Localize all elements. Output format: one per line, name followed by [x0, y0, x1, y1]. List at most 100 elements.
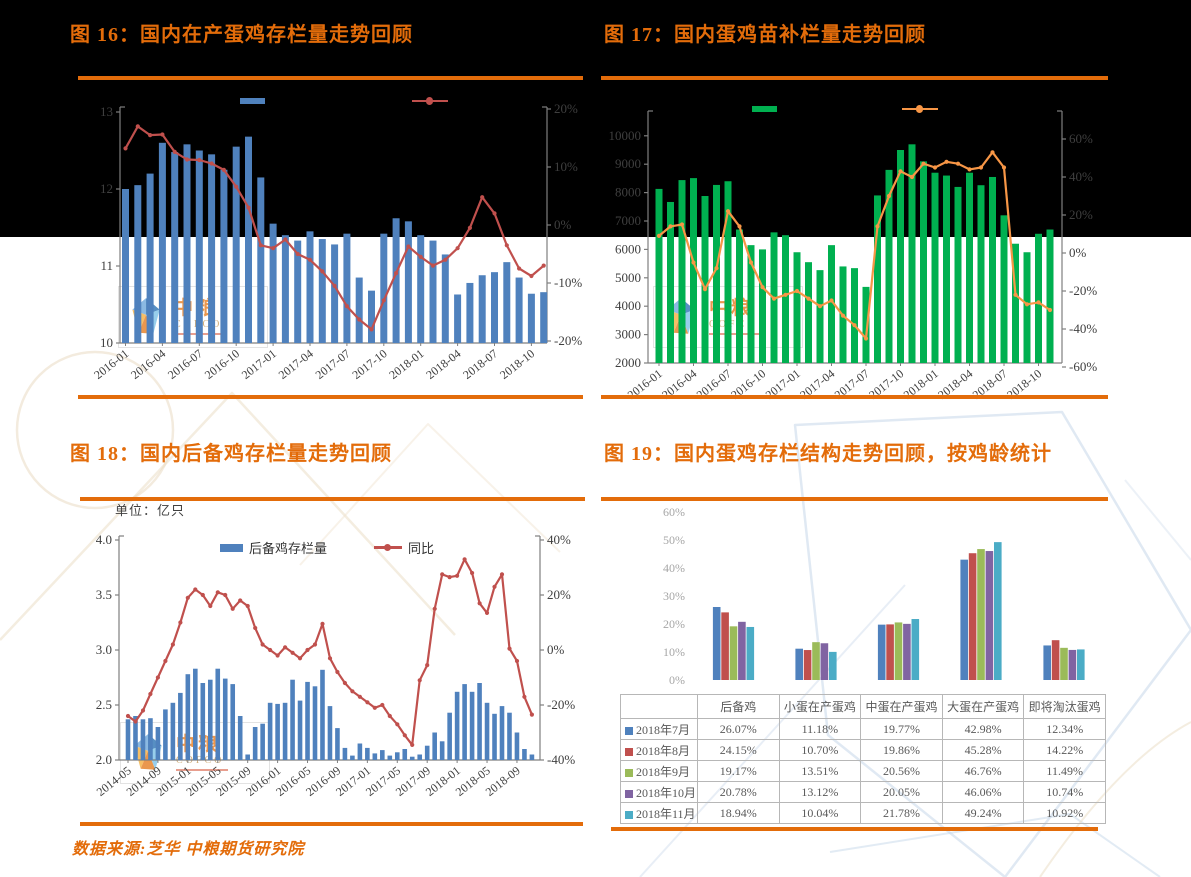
fig18-top-rule [80, 497, 585, 501]
y-tick-label: 20% [663, 617, 685, 631]
y-tick-label: 10% [663, 645, 685, 659]
y-tick-label: 30% [663, 589, 685, 603]
fig19-title: 图 19：国内蛋鸡存栏结构走势回顾，按鸡龄统计 [604, 443, 1052, 465]
bars [122, 136, 548, 343]
left-tick-label: 4000 [615, 298, 641, 313]
right-tick-label: 60% [1069, 131, 1093, 146]
x-tick-label: 2017-10 [350, 346, 390, 382]
fig17-top-rule [601, 76, 1108, 80]
fig17-bar-swatch [752, 106, 777, 112]
left-tick-label: 3.0 [96, 642, 112, 657]
series-2018年10月 [738, 551, 1077, 680]
fig16-top-rule [78, 76, 583, 80]
right-tick-label: 10% [554, 159, 578, 174]
fig17-line-marker [902, 105, 938, 113]
line-dots [125, 557, 534, 747]
x-tick-label: 2016-04 [128, 346, 168, 382]
x-tick-label: 2018-04 [423, 346, 463, 382]
left-tick-label: 10000 [609, 128, 642, 143]
right-tick-label: 20% [554, 101, 578, 116]
table-row-label: 2018年8月 [620, 739, 698, 761]
left-tick-label: 12 [100, 181, 113, 196]
bars [655, 144, 1054, 363]
series-color-swatch [625, 768, 633, 777]
x-tick-label: 2017-07 [313, 346, 353, 382]
table-column-header: 中蛋在产蛋鸡 [860, 694, 943, 719]
right-tick-label: 20% [1069, 207, 1093, 222]
table-cell: 24.15% [697, 739, 780, 761]
table-cell: 13.12% [778, 781, 862, 803]
cofco-brand-rule [709, 333, 761, 335]
bars [125, 668, 535, 760]
table-cell: 18.94% [697, 802, 780, 824]
right-tick-label: -20% [547, 697, 575, 712]
table-cell: 20.56% [860, 760, 943, 782]
fig16-legend-bar [240, 98, 265, 104]
left-tick-label: 3000 [615, 327, 641, 342]
right-tick-label: 20% [547, 587, 571, 602]
series-color-swatch [625, 789, 633, 798]
line-dots [656, 150, 1053, 341]
series-color-swatch [625, 810, 633, 819]
left-tick-label: 8000 [615, 185, 641, 200]
line-dots [123, 124, 546, 332]
fig17-bottom-rule [601, 395, 1108, 399]
y-tick-label: 0% [669, 673, 685, 687]
fig17-legend-bar [752, 106, 777, 112]
table-cell: 21.78% [860, 802, 943, 824]
left-tick-label: 2.0 [96, 752, 112, 767]
series-color-swatch [625, 726, 633, 735]
chart-fig17: 10000 9000 8000 7000 6000 5000 4000 3000 2000 60%… [609, 110, 1097, 402]
table-column-header: 小蛋在产蛋鸡 [778, 694, 862, 719]
x-tick-label: 2016-01 [91, 346, 131, 382]
x-tick-label: 2016-07 [165, 346, 205, 382]
right-tick-label: 40% [547, 532, 571, 547]
table-cell: 10.04% [778, 802, 862, 824]
table-column-header: 后备鸡 [697, 694, 780, 719]
fig19-bottom-rule [611, 827, 1098, 831]
x-tick-label: 2018-07 [460, 346, 500, 382]
fig19-data-table: 后备鸡 小蛋在产蛋鸡 中蛋在产蛋鸡 大蛋在产蛋鸡 即将淘汰蛋鸡 2018年7月 26.07%… [620, 694, 1106, 824]
right-tick-label: -10% [554, 275, 582, 290]
table-cell: 49.24% [941, 802, 1025, 824]
fig18-line-marker [374, 543, 402, 552]
chart-fig16: 1312111020%10%0%-10%-20%2016-012016-0420… [91, 101, 582, 382]
table-cell: 14.22% [1023, 739, 1106, 761]
table-cell: 10.92% [1023, 802, 1106, 824]
cofco-brand-rule [176, 769, 228, 771]
table-cell: 11.18% [778, 718, 862, 740]
table-cell: 46.76% [941, 760, 1025, 782]
cofco-brand-en: COFCO [709, 319, 758, 330]
right-tick-label: -20% [1069, 283, 1097, 298]
right-tick-label: 0% [554, 217, 572, 232]
fig18-line-legend-label: 同比 [408, 541, 435, 556]
table-cell: 19.86% [860, 739, 943, 761]
table-cell: 12.34% [1023, 718, 1106, 740]
left-tick-label: 5000 [615, 270, 641, 285]
right-tick-label: 40% [1069, 169, 1093, 184]
table-cell: 19.77% [860, 718, 943, 740]
table-row: 2018年10月 20.78% 13.12% 20.05% 46.06% 10.74% [620, 781, 1106, 803]
left-tick-label: 2000 [615, 355, 641, 370]
fig16-legend-line [412, 97, 448, 105]
chart-fig19: 60% 50% 40% 30% 20% 10% 0% [663, 505, 1085, 687]
fig18-unit-label: 单位：亿只 [115, 503, 186, 518]
series-2018年11月 [746, 542, 1085, 680]
left-tick-label: 6000 [615, 241, 641, 256]
x-tick-label: 2017-04 [276, 346, 316, 382]
left-tick-label: 11 [100, 258, 113, 273]
table-cell: 11.49% [1023, 760, 1106, 782]
table-cell: 20.78% [697, 781, 780, 803]
fig18-legend-bar: 后备鸡存栏量 [220, 538, 327, 557]
left-tick-label: 10 [100, 335, 113, 350]
right-tick-label: -40% [1069, 321, 1097, 336]
table-header-row: 后备鸡 小蛋在产蛋鸡 中蛋在产蛋鸡 大蛋在产蛋鸡 即将淘汰蛋鸡 [620, 694, 1106, 719]
table-row: 2018年9月 19.17% 13.51% 20.56% 46.76% 11.49% [620, 760, 1106, 782]
series-2018年9月 [729, 549, 1068, 680]
data-source: 数据来源:芝华 中粮期货研究院 [72, 841, 305, 858]
table-column-header: 即将淘汰蛋鸡 [1023, 694, 1106, 719]
fig19-top-rule [601, 497, 1108, 501]
left-tick-label: 9000 [615, 156, 641, 171]
